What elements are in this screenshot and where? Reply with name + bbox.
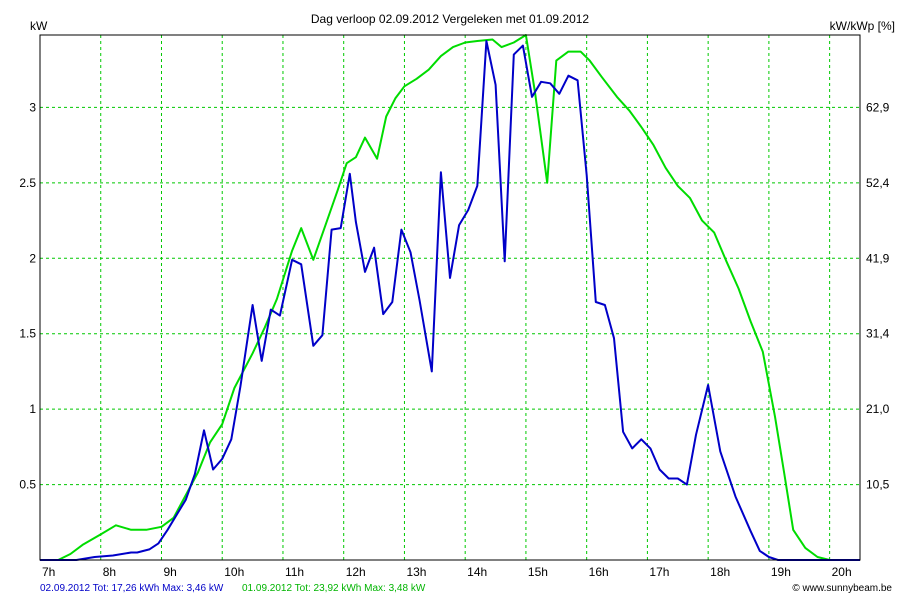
x-tick-label: 10h: [224, 565, 244, 579]
x-tick-label: 17h: [649, 565, 669, 579]
y2-tick-label: 52,4: [866, 176, 890, 190]
y2-tick-label: 21,0: [866, 402, 890, 416]
x-tick-label: 12h: [346, 565, 366, 579]
series-layer: [40, 34, 860, 561]
y2-tick-label: 41,9: [866, 251, 890, 265]
y2-tick-label: 31,4: [866, 327, 890, 341]
y-axis-label-right: kW/kWp [%]: [830, 19, 895, 33]
x-tick-label: 14h: [467, 565, 487, 579]
x-tick-label: 18h: [710, 565, 730, 579]
plot-frame: [39, 34, 861, 561]
x-tick-labels: 7h 8h 9h 10h 11h 12h 13h 14h 15h 16h 17h 18h 19h 20h: [42, 565, 852, 579]
chart-title: Dag verloop 02.09.2012 Vergeleken met 01…: [311, 12, 590, 26]
x-tick-label: 13h: [406, 565, 426, 579]
x-tick-label: 8h: [103, 565, 116, 579]
y-tick-label: 1: [29, 402, 36, 416]
series-line-02.09.2012: [40, 40, 860, 561]
y-tick-label: 1.5: [19, 327, 36, 341]
axes: [39, 34, 861, 561]
y-tick-label: 2: [29, 251, 36, 265]
x-tick-label: 20h: [832, 565, 852, 579]
x-tick-label: 15h: [528, 565, 548, 579]
y2-tick-label: 62,9: [866, 100, 890, 114]
y2-tick-label: 10,5: [866, 478, 890, 492]
y-axis-label-left: kW: [30, 19, 48, 33]
x-tick-label: 7h: [42, 565, 55, 579]
y-tick-labels: 0.5 1 1.5 2 2.5 3: [19, 100, 36, 491]
grid-lines: [40, 35, 860, 560]
series-line-01.09.2012: [40, 34, 860, 561]
copyright-text: © www.sunnybeam.be: [792, 583, 892, 594]
x-tick-label: 19h: [771, 565, 791, 579]
y-tick-label: 3: [29, 100, 36, 114]
x-tick-label: 11h: [285, 565, 304, 579]
footer-series-1-summary: 02.09.2012 Tot: 17,26 kWh Max: 3,46 kW: [40, 583, 224, 594]
x-tick-label: 16h: [589, 565, 609, 579]
footer-series-2-summary: 01.09.2012 Tot: 23,92 kWh Max: 3,48 kW: [242, 583, 426, 594]
y-tick-label: 0.5: [19, 478, 36, 492]
y2-tick-labels: 10,5 21,0 31,4 41,9 52,4 62,9: [866, 100, 890, 491]
y-tick-label: 2.5: [19, 176, 36, 190]
x-tick-label: 9h: [163, 565, 176, 579]
